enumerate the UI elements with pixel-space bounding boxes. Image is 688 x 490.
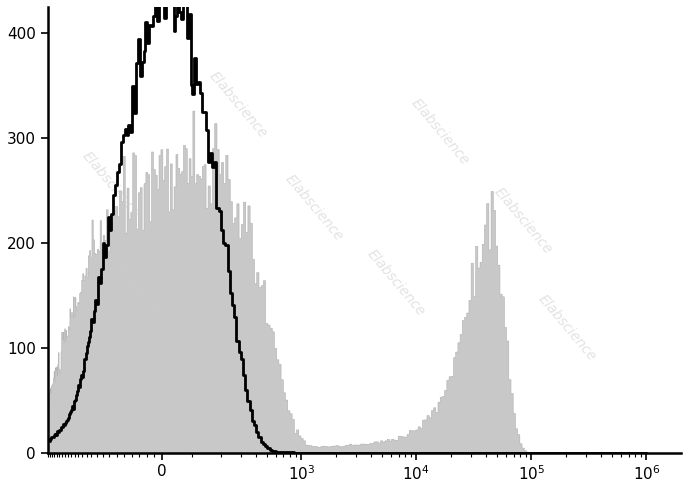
Text: Elabscience: Elabscience [365,247,428,319]
Text: Elabscience: Elabscience [206,69,270,141]
Text: Elabscience: Elabscience [282,172,345,244]
Text: Elabscience: Elabscience [535,292,599,364]
Text: Elabscience: Elabscience [111,261,175,333]
Text: Elabscience: Elabscience [491,185,555,257]
Text: Elabscience: Elabscience [79,149,143,221]
Text: Elabscience: Elabscience [409,96,472,168]
